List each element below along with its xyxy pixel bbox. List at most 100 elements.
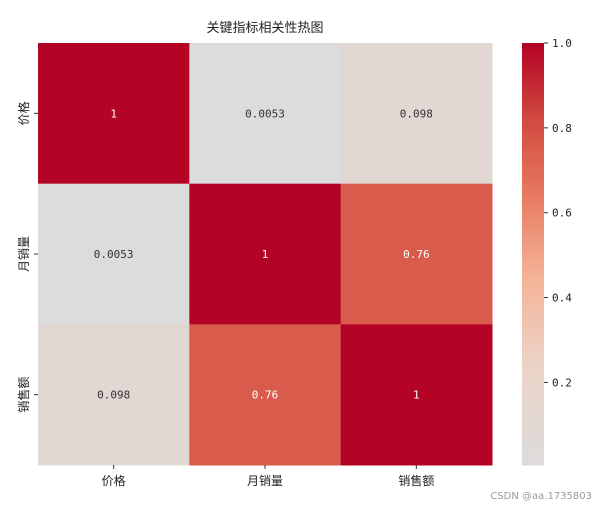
colorbar-strip xyxy=(522,419,544,424)
colorbar-strip xyxy=(522,144,544,150)
colorbar-strip xyxy=(522,405,544,410)
heatmap-cell xyxy=(189,324,342,466)
colorbar-strip xyxy=(522,436,544,441)
colorbar-strip xyxy=(522,46,544,51)
colorbar-strip xyxy=(522,88,544,93)
colorbar-strip xyxy=(522,159,544,164)
colorbar-strip xyxy=(522,225,544,230)
colorbar-strip xyxy=(522,208,544,213)
colorbar-strip xyxy=(522,120,544,125)
colorbar-strip xyxy=(522,137,544,143)
y-tick-label: 销售额 xyxy=(16,377,31,413)
colorbar-strip xyxy=(522,141,544,146)
x-tick-label: 销售额 xyxy=(398,473,434,488)
colorbar-strip xyxy=(522,401,544,406)
colorbar-strip xyxy=(522,275,544,280)
colorbar-strip xyxy=(522,81,544,86)
colorbar-strip xyxy=(522,106,544,111)
colorbar-strip xyxy=(522,327,544,332)
colorbar-strip xyxy=(522,180,544,185)
colorbar-strip xyxy=(522,183,544,188)
colorbar-strip xyxy=(522,303,544,308)
colorbar-strip xyxy=(522,155,544,160)
colorbar-strip xyxy=(522,426,544,431)
y-tick-label: 价格 xyxy=(16,101,31,125)
colorbar-strip xyxy=(522,211,544,216)
heatmap-cell xyxy=(340,324,493,466)
colorbar-strip xyxy=(522,310,544,315)
colorbar-strip xyxy=(522,166,544,171)
heatmap-cell xyxy=(340,183,493,325)
colorbar-strip xyxy=(522,408,544,413)
colorbar-strip xyxy=(522,317,544,322)
colorbar-strip xyxy=(522,246,544,252)
colorbar-strip xyxy=(522,254,544,259)
colorbar: 0.2 0.4 0.6 0.8 1.0 xyxy=(522,37,572,466)
colorbar-tick-label: 0.6 xyxy=(552,207,572,220)
colorbar-strip xyxy=(522,454,544,459)
colorbar-strip xyxy=(522,380,544,385)
colorbar-tick-label: 0.8 xyxy=(552,122,572,135)
colorbar-strip xyxy=(522,268,544,273)
x-tick-label: 月销量 xyxy=(247,474,283,488)
colorbar-strip xyxy=(522,113,544,118)
colorbar-strip xyxy=(522,363,544,368)
colorbar-strip xyxy=(522,384,544,389)
colorbar-strip xyxy=(522,373,544,378)
colorbar-strip xyxy=(522,57,544,62)
colorbar-strip xyxy=(522,250,544,255)
colorbar-strip xyxy=(522,232,544,238)
colorbar-strip xyxy=(522,218,544,223)
colorbar-strip xyxy=(522,440,544,445)
colorbar-strip xyxy=(522,447,544,452)
colorbar-strip xyxy=(522,292,544,297)
colorbar-strip xyxy=(522,85,544,90)
colorbar-strip xyxy=(522,359,544,364)
colorbar-strip xyxy=(522,162,544,167)
colorbar-strip xyxy=(522,370,544,375)
colorbar-strip xyxy=(522,296,544,301)
colorbar-strip xyxy=(522,264,544,269)
watermark-text: CSDN @aa.1735803 xyxy=(490,491,592,502)
cell-annotation: 0.098 xyxy=(97,389,130,402)
colorbar-strip xyxy=(522,43,544,48)
colorbar-strip xyxy=(522,78,544,83)
colorbar-strip xyxy=(522,429,544,434)
colorbar-strip xyxy=(522,152,544,157)
colorbar-strip xyxy=(522,95,544,100)
colorbar-strip xyxy=(522,331,544,336)
colorbar-strip xyxy=(522,169,544,174)
colorbar-strip xyxy=(522,116,544,121)
colorbar-strip xyxy=(522,391,544,396)
colorbar-strip xyxy=(522,222,544,227)
y-tick-label: 月销量 xyxy=(17,236,31,272)
colorbar-strip xyxy=(522,215,544,220)
heatmap-cell xyxy=(189,43,342,185)
colorbar-strip xyxy=(522,134,544,139)
cell-annotation: 0.76 xyxy=(403,248,430,261)
colorbar-strip xyxy=(522,102,544,107)
colorbar-strip xyxy=(522,190,544,195)
colorbar-strip xyxy=(522,176,544,181)
heatmap-cell xyxy=(38,324,190,466)
heatmap-cell xyxy=(340,43,493,185)
cell-annotation: 1 xyxy=(413,389,420,402)
colorbar-strip xyxy=(522,261,544,266)
colorbar-tick-label: 0.2 xyxy=(552,376,572,389)
colorbar-strip xyxy=(522,173,544,178)
colorbar-strip xyxy=(522,285,544,290)
cell-annotation: 1 xyxy=(262,248,269,261)
colorbar-strip xyxy=(522,398,544,403)
colorbar-strip xyxy=(522,71,544,76)
colorbar-strip xyxy=(522,229,544,234)
colorbar-strip xyxy=(522,443,544,449)
cell-annotation: 0.098 xyxy=(400,107,433,120)
colorbar-strip xyxy=(522,334,544,339)
colorbar-strip xyxy=(522,324,544,329)
colorbar-strip xyxy=(522,187,544,192)
colorbar-strip xyxy=(522,348,544,354)
colorbar-strip xyxy=(522,123,544,128)
colorbar-strip xyxy=(522,60,544,65)
colorbar-strip xyxy=(522,377,544,382)
colorbar-strip xyxy=(522,289,544,294)
